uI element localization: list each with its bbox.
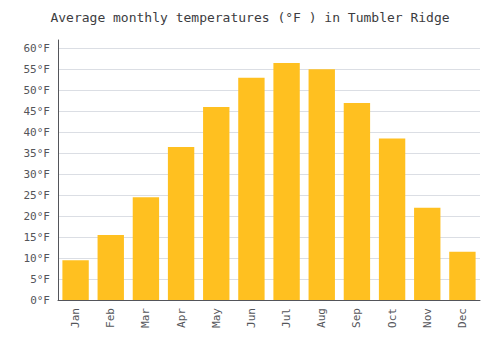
svg-text:Aug: Aug: [315, 308, 328, 328]
svg-text:Apr: Apr: [175, 308, 188, 328]
svg-text:60°F: 60°F: [24, 42, 51, 55]
svg-text:0°F: 0°F: [30, 294, 50, 307]
svg-text:Dec: Dec: [456, 308, 469, 328]
svg-text:35°F: 35°F: [24, 147, 51, 160]
svg-text:Oct: Oct: [386, 308, 399, 328]
svg-text:Jun: Jun: [245, 308, 258, 328]
svg-text:55°F: 55°F: [24, 63, 51, 76]
svg-text:Nov: Nov: [421, 308, 434, 328]
svg-text:Sep: Sep: [350, 308, 363, 328]
svg-text:Mar: Mar: [139, 308, 152, 328]
svg-text:45°F: 45°F: [24, 105, 51, 118]
svg-text:20°F: 20°F: [24, 210, 51, 223]
svg-text:10°F: 10°F: [24, 252, 51, 265]
svg-text:50°F: 50°F: [24, 84, 51, 97]
svg-text:Feb: Feb: [104, 308, 117, 328]
svg-text:40°F: 40°F: [24, 126, 51, 139]
svg-text:Average monthly temperatures (: Average monthly temperatures (°F ) in Tu…: [50, 10, 449, 25]
svg-text:15°F: 15°F: [24, 231, 51, 244]
svg-text:30°F: 30°F: [24, 168, 51, 181]
svg-text:Jan: Jan: [69, 308, 82, 328]
svg-text:5°F: 5°F: [30, 273, 50, 286]
svg-text:25°F: 25°F: [24, 189, 51, 202]
svg-text:May: May: [210, 308, 223, 328]
svg-text:Jul: Jul: [280, 308, 293, 328]
